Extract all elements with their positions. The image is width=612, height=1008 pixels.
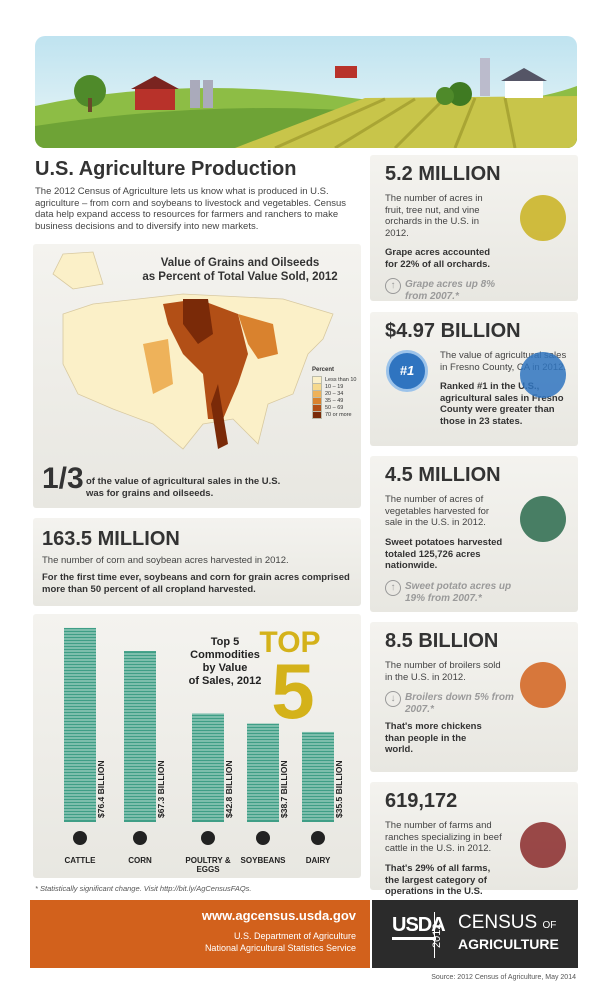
legend-label: 50 – 69: [325, 404, 344, 411]
bar: [124, 651, 156, 822]
chart-title-line: of Sales, 2012: [188, 675, 262, 687]
map: [52, 251, 334, 450]
description: The number of corn and soybean acres har…: [42, 555, 289, 566]
trend-arrow: ↑: [385, 278, 401, 294]
fraction-text: of the value of agricultural sales in th…: [86, 476, 281, 499]
legend-title: Percent: [312, 367, 335, 373]
value-label: $76.4 BILLION: [96, 760, 106, 818]
chart-title-line: Top 5: [210, 636, 240, 648]
page-title: U.S. Agriculture Production: [35, 158, 297, 180]
legend-label: 70 or more: [325, 411, 352, 418]
census-word: CENSUS OF: [458, 912, 556, 934]
fraction: 1/3: [42, 462, 84, 495]
value-label: $35.5 BILLION: [334, 760, 344, 818]
commodity-icon: [73, 831, 87, 845]
map-title-line: Value of Grains and Oilseeds: [160, 257, 320, 269]
category-label: POULTRY & EGGS: [185, 856, 231, 874]
census-logo: [372, 900, 578, 968]
detail: That's 29% of all farms, the largest cat…: [385, 863, 491, 897]
census-year: 2012: [431, 923, 443, 948]
commodities-chart: TOP 5 $76.4 BILLION $67.3 BILLION $42.8 BI…: [64, 626, 344, 845]
banner: [35, 36, 577, 148]
detail: For the first time ever, soybeans and co…: [42, 572, 350, 595]
legend-label: Less than 10: [325, 376, 357, 383]
description: The number of broilers sold in the U.S. …: [385, 660, 501, 683]
legend-label: 20 – 34: [325, 390, 344, 397]
fact-illustration: [520, 662, 566, 708]
detail: Sweet potatoes harvested totaled 125,726…: [385, 537, 503, 571]
map-title: Value of Grains and Oilseeds as Percent …: [120, 256, 360, 284]
detail: Ranked #1 in the U.S., agricultural sale…: [440, 381, 564, 427]
commodity-icon: [256, 831, 270, 845]
category-label: SOYBEANS: [240, 856, 286, 865]
chart-title-line: Commodities: [190, 649, 260, 661]
legend-label: 10 – 19: [325, 383, 344, 390]
headline: 5.2 MILLION: [385, 163, 501, 185]
category-label: CATTLE: [64, 856, 96, 865]
headline: 4.5 MILLION: [385, 464, 501, 486]
description: The number of acres of vegetables harves…: [385, 494, 490, 528]
value-label: $38.7 BILLION: [279, 760, 289, 818]
trend: Grape acres up 8% from 2007.*: [405, 279, 496, 302]
chart-title: Top 5 Commodities by Value of Sales, 201…: [175, 636, 275, 688]
fact-illustration: [520, 352, 566, 398]
trend-arrow: ↑: [385, 580, 401, 596]
description: The number of farms and ranches speciali…: [385, 820, 502, 854]
corn-soy-panel: [33, 518, 361, 606]
value-label: $67.3 BILLION: [156, 760, 166, 818]
commodity-icon: [133, 831, 147, 845]
trend-arrow: ↓: [385, 691, 401, 707]
usda: USDA: [392, 914, 446, 936]
usda-bar: [392, 937, 436, 940]
legend-item: 70 or more: [312, 410, 357, 419]
footnote: * Statistically significant change. Visi…: [35, 884, 252, 893]
footer-bar: [30, 900, 370, 968]
description: The value of agricultural sales in Fresn…: [440, 350, 567, 373]
footer-agency: U.S. Department of Agriculture National …: [30, 930, 356, 954]
footer-url: www.agcensus.usda.gov: [201, 908, 356, 923]
fact-illustration: [520, 822, 566, 868]
fact-illustration: [520, 195, 566, 241]
value-label: $42.8 BILLION: [224, 760, 234, 818]
agriculture: AGRICULTURE: [458, 936, 559, 952]
agency-line: U.S. Department of Agriculture: [233, 931, 356, 941]
fact-illustration: [520, 496, 566, 542]
divider: [434, 912, 435, 958]
category-label: DAIRY: [305, 856, 331, 865]
map-title-line: as Percent of Total Value Sold, 2012: [142, 271, 338, 283]
detail: Grape acres accounted for 22% of all orc…: [385, 247, 491, 270]
census: CENSUS: [458, 912, 538, 933]
headline: $4.97 BILLION: [385, 320, 521, 342]
headline: 8.5 BILLION: [385, 630, 499, 652]
legend-swatch: [312, 410, 322, 419]
headline: 619,172: [385, 790, 458, 812]
headline: 163.5 MILLION: [42, 528, 180, 550]
trend: Sweet potato acres up 19% from 2007.*: [405, 581, 512, 604]
detail: That's more chickens than people in the …: [385, 721, 482, 755]
of: OF: [542, 920, 557, 931]
commodity-icon: [201, 831, 215, 845]
commodity-icon: [311, 831, 325, 845]
bar: [247, 723, 279, 822]
trend: Broilers down 5% from 2007.*: [405, 692, 514, 715]
ribbon: #1: [386, 350, 428, 392]
source: Source: 2012 Census of Agriculture, May …: [431, 974, 576, 981]
category-label: CORN: [128, 856, 152, 865]
intro: The 2012 Census of Agriculture lets us k…: [35, 186, 347, 232]
description: The number of acres in fruit, tree nut, …: [385, 193, 483, 239]
badge-word: TOP: [259, 626, 320, 659]
badge-number: 5: [271, 647, 314, 735]
legend-label: 35 – 49: [325, 397, 344, 404]
legend: Less than 10 10 – 19 20 – 34 35 – 49 50 – 69…: [312, 375, 357, 419]
chart-title-line: by Value: [202, 662, 248, 674]
agency-line: National Agricultural Statistics Service: [204, 943, 356, 953]
